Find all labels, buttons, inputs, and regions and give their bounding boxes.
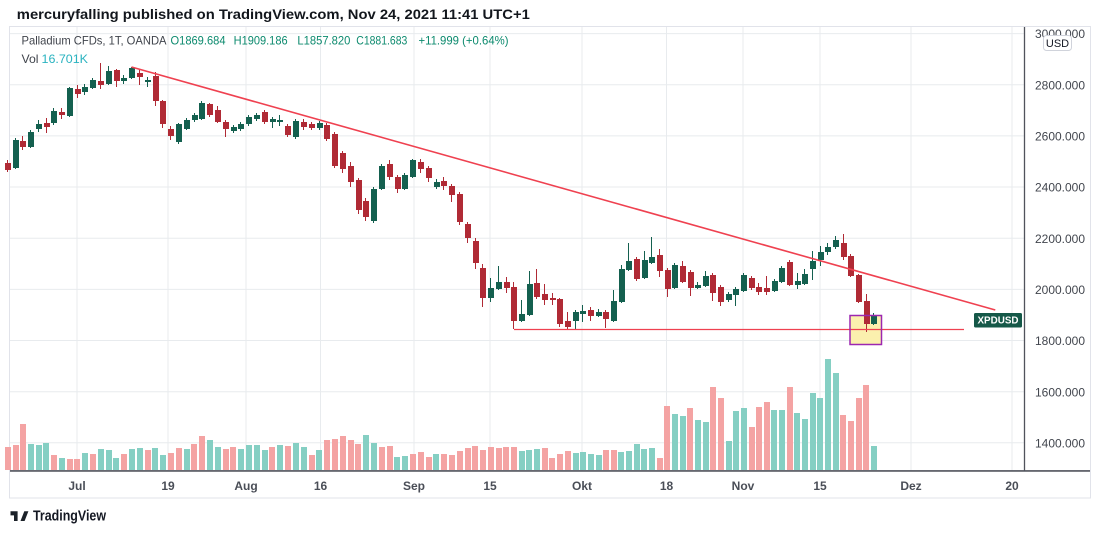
svg-text:16: 16 [314, 479, 328, 493]
svg-text:2200.000: 2200.000 [1035, 232, 1085, 246]
svg-text:USD: USD [1046, 38, 1069, 50]
svg-text:2400.000: 2400.000 [1035, 181, 1085, 195]
svg-text:H1909.186: H1909.186 [234, 34, 288, 48]
svg-text:Nov: Nov [732, 479, 755, 493]
svg-text:15: 15 [483, 479, 497, 493]
svg-text:Vol: Vol [22, 52, 39, 66]
svg-text:+11.999 (+0.64%): +11.999 (+0.64%) [419, 34, 509, 48]
svg-text:16.701K: 16.701K [42, 52, 89, 66]
svg-text:Palladium CFDs, 1T, OANDA: Palladium CFDs, 1T, OANDA [22, 34, 167, 48]
svg-text:2000.000: 2000.000 [1035, 283, 1085, 297]
svg-text:1600.000: 1600.000 [1035, 385, 1085, 399]
svg-text:Aug: Aug [234, 479, 257, 493]
svg-text:1800.000: 1800.000 [1035, 334, 1085, 348]
svg-text:Sep: Sep [403, 479, 425, 493]
svg-text:TradingView: TradingView [33, 509, 107, 525]
svg-text:19: 19 [161, 479, 175, 493]
svg-text:Jul: Jul [68, 479, 85, 493]
svg-text:1400.000: 1400.000 [1035, 436, 1085, 450]
svg-text:mercuryfalling published on Tr: mercuryfalling published on TradingView.… [17, 6, 530, 22]
svg-text:L1857.820: L1857.820 [297, 34, 350, 48]
svg-text:O1869.684: O1869.684 [171, 34, 226, 48]
svg-text:2800.000: 2800.000 [1035, 78, 1085, 92]
svg-text:15: 15 [813, 479, 827, 493]
svg-text:Okt: Okt [572, 479, 592, 493]
svg-text:XPDUSD: XPDUSD [978, 315, 1019, 327]
svg-text:C1881.683: C1881.683 [356, 34, 407, 48]
svg-text:Dez: Dez [900, 479, 921, 493]
svg-text:18: 18 [660, 479, 674, 493]
svg-text:2600.000: 2600.000 [1035, 130, 1085, 144]
svg-text:20: 20 [1005, 479, 1019, 493]
